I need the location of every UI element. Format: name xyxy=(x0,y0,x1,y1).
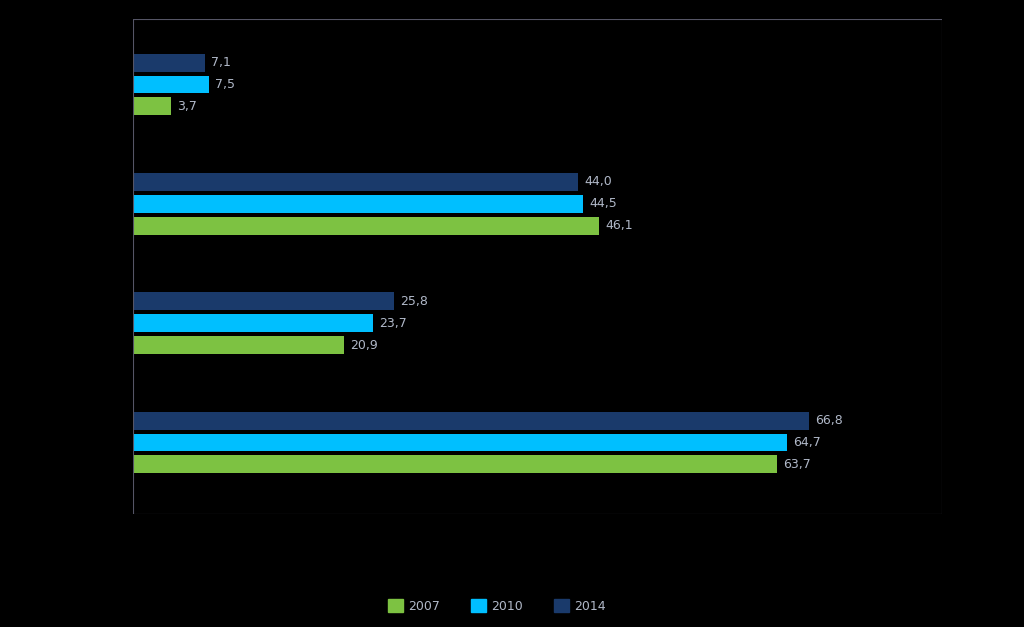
Text: 64,7: 64,7 xyxy=(794,436,821,449)
Bar xyxy=(133,314,373,332)
Text: 63,7: 63,7 xyxy=(783,458,811,471)
Bar xyxy=(133,434,787,451)
Bar xyxy=(133,54,205,71)
Bar xyxy=(133,97,171,115)
Bar xyxy=(133,412,809,429)
Text: 20,9: 20,9 xyxy=(350,339,378,352)
Text: 23,7: 23,7 xyxy=(379,317,407,330)
Bar xyxy=(133,195,583,213)
Bar xyxy=(133,336,344,354)
Bar xyxy=(133,173,579,191)
Text: 44,5: 44,5 xyxy=(589,198,616,210)
Bar xyxy=(133,455,777,473)
Text: 66,8: 66,8 xyxy=(815,414,843,427)
Bar xyxy=(133,75,209,93)
Text: 46,1: 46,1 xyxy=(605,219,633,232)
Legend: 2007, 2010, 2014: 2007, 2010, 2014 xyxy=(385,596,609,617)
Text: 44,0: 44,0 xyxy=(584,176,612,189)
Bar xyxy=(133,292,394,310)
Text: 7,1: 7,1 xyxy=(211,56,230,69)
Text: 25,8: 25,8 xyxy=(400,295,428,308)
Text: 3,7: 3,7 xyxy=(176,100,197,113)
Bar xyxy=(133,217,599,234)
Text: 7,5: 7,5 xyxy=(215,78,236,91)
